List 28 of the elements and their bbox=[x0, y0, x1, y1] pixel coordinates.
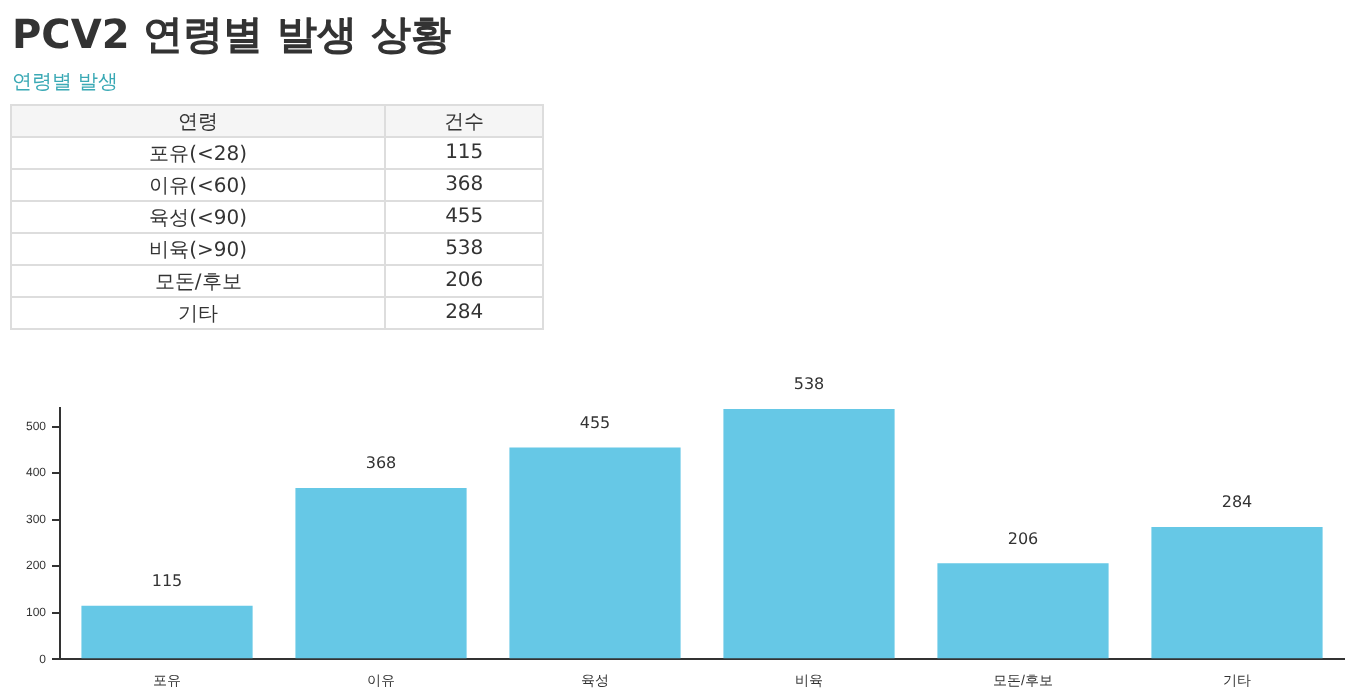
text: 건수 bbox=[385, 105, 543, 137]
text: 368 bbox=[385, 169, 543, 201]
text: 538 bbox=[385, 233, 543, 265]
text: 284 bbox=[385, 297, 543, 329]
bar bbox=[723, 408, 895, 659]
bar bbox=[509, 447, 681, 659]
bar bbox=[81, 605, 253, 659]
text: 206 bbox=[385, 265, 543, 297]
chart-title: PCV2 연령별 발생 상황 bbox=[12, 8, 452, 62]
text: 이유(<60) bbox=[11, 169, 386, 201]
text: 비육(>90) bbox=[11, 233, 386, 265]
text: 육성(<90) bbox=[11, 201, 386, 233]
text: 115 bbox=[385, 137, 543, 169]
text: 455 bbox=[385, 201, 543, 233]
data-label: 115 bbox=[151, 571, 183, 590]
data-label: 284 bbox=[1221, 493, 1253, 512]
data-label: 455 bbox=[579, 413, 611, 432]
data-label: 368 bbox=[365, 454, 397, 473]
text: 모돈/후보 bbox=[11, 265, 386, 297]
bar bbox=[937, 563, 1109, 659]
text: 포유(<28) bbox=[11, 137, 386, 169]
text: 기타 bbox=[11, 297, 386, 329]
data-label: 538 bbox=[793, 375, 825, 394]
text: 연령 bbox=[11, 105, 386, 137]
bar bbox=[295, 488, 467, 659]
data-label: 206 bbox=[1007, 529, 1039, 548]
chart-subtitle: 연령별 발생 bbox=[12, 70, 119, 96]
bar bbox=[1151, 527, 1323, 659]
